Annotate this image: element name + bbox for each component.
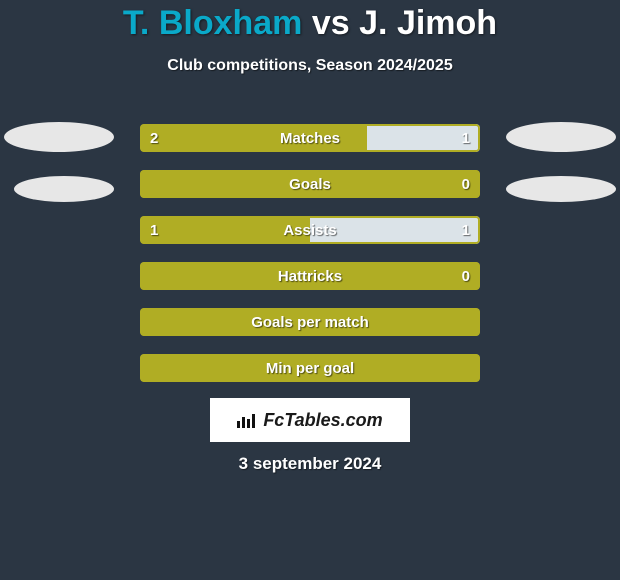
player2-avatar-placeholder-1 <box>506 122 616 152</box>
vs-text: vs <box>312 4 350 42</box>
player1-avatar-placeholder-2 <box>14 176 114 202</box>
stat-row: Assists1 1 <box>140 216 480 244</box>
player1-name: T. Bloxham <box>123 4 302 42</box>
stat-value-right: 0 <box>462 170 470 198</box>
stat-row: Goals per match <box>140 308 480 336</box>
player2-avatar-placeholder-2 <box>506 176 616 202</box>
stat-label: Min per goal <box>140 354 480 382</box>
stat-label: Assists <box>140 216 480 244</box>
watermark-text: FcTables.com <box>263 410 382 431</box>
stat-row: Hattricks0 <box>140 262 480 290</box>
stat-label: Matches <box>140 124 480 152</box>
date-text: 3 september 2024 <box>0 454 620 474</box>
stat-value-left: 2 <box>150 124 158 152</box>
stat-value-left: 1 <box>150 216 158 244</box>
stat-row: Matches2 1 <box>140 124 480 152</box>
player2-name: J. Jimoh <box>359 4 497 42</box>
comparison-title: T. Bloxham vs J. Jimoh <box>0 0 620 43</box>
comparison-bars: Matches21Goals0Assists11Hattricks0Goals … <box>140 124 480 400</box>
watermark-badge: FcTables.com <box>210 398 410 442</box>
stat-value-right: 1 <box>462 216 470 244</box>
stat-label: Goals per match <box>140 308 480 336</box>
stat-label: Goals <box>140 170 480 198</box>
stat-value-right: 0 <box>462 262 470 290</box>
stat-row: Min per goal <box>140 354 480 382</box>
stat-label: Hattricks <box>140 262 480 290</box>
stat-row: Goals0 <box>140 170 480 198</box>
chart-icon <box>237 412 257 428</box>
player1-avatar-placeholder-1 <box>4 122 114 152</box>
subtitle: Club competitions, Season 2024/2025 <box>0 57 620 75</box>
stat-value-right: 1 <box>462 124 470 152</box>
